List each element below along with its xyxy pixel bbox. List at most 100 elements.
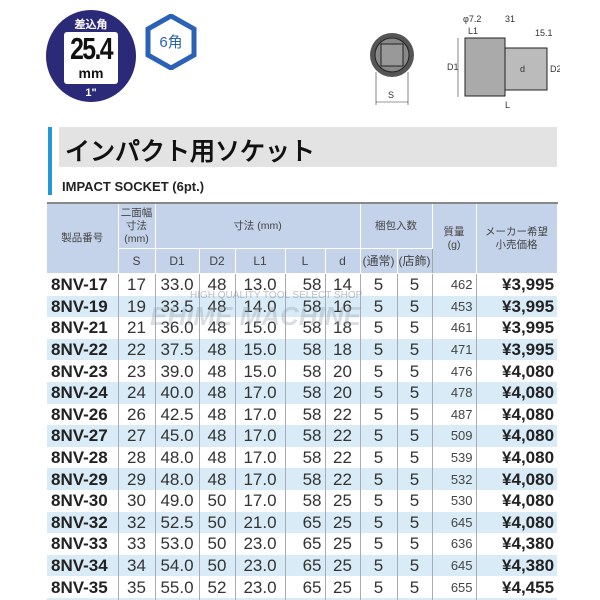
cell-d2: 48	[198, 425, 235, 447]
cell-code: 8NV-32	[47, 511, 118, 534]
cell-code: 8NV-33	[51, 534, 108, 554]
header-price: メーカー希望 小売価格	[475, 202, 558, 274]
cell-qty-normal: 5	[359, 295, 398, 318]
cell-d1: 33.0	[154, 273, 199, 296]
cell-d2: 48	[198, 381, 235, 404]
cell-weight: 462	[431, 273, 477, 296]
cell-d: 16	[324, 295, 361, 318]
header-width-across: 二面幅 寸法 (mm)	[117, 202, 156, 249]
cell-price: ¥3,995	[475, 273, 558, 296]
cell-l1: 17.0	[234, 489, 285, 512]
cell-qty-normal: 5	[359, 554, 398, 577]
cell-weight: 471	[431, 338, 477, 361]
cell-weight: 509	[431, 425, 477, 447]
cell-d1: 48.0	[154, 468, 199, 490]
subheader: d	[324, 248, 361, 274]
cell-l1: 15.0	[234, 317, 285, 339]
cell-weight: 487	[431, 403, 477, 426]
cell-qty-normal: 5	[359, 533, 398, 555]
cell-weight: 530	[431, 489, 477, 512]
cell-weight: 539	[431, 446, 477, 469]
cell-qty-store: 5	[396, 554, 433, 577]
cell-s: 19	[117, 295, 155, 318]
cell-l: 58	[284, 381, 325, 404]
table-row: 8NV-363657.05423.0653055666¥4,530	[47, 597, 558, 600]
cell-l1: 13.0	[234, 273, 285, 296]
cell-code: 8NV-19	[47, 295, 118, 318]
cell-price: ¥4,080	[475, 468, 558, 490]
table-row: 8NV-22 22 37.5 48 15.0 58 18 5 5 471 ¥3,995	[47, 338, 558, 361]
hex-point-badge: 6角	[143, 13, 199, 71]
cell-d1: 45.0	[154, 425, 199, 447]
cell-s: 24	[117, 381, 155, 404]
cell-d: 20	[324, 360, 361, 382]
cell-weight: 453	[431, 295, 477, 318]
cell-d2: 48	[198, 273, 235, 296]
cell-d2: 48	[198, 295, 235, 318]
cell-weight: 645	[431, 511, 477, 534]
cell-d1: 53.0	[154, 533, 199, 555]
cell-code: 8NV-23	[51, 361, 108, 381]
cell-l1: 14.0	[234, 295, 285, 318]
cell-l: 65	[284, 576, 325, 598]
cell-l1: 23.0	[234, 533, 285, 555]
cell-s: 33	[117, 533, 155, 555]
cell-l: 58	[284, 317, 325, 339]
header-weight: 質量 (g)	[431, 202, 477, 274]
cell-price: ¥3,995	[475, 338, 558, 361]
label-D2: D2	[550, 64, 560, 74]
cell-d2: 50	[198, 511, 235, 534]
cell-code: 8NV-22	[47, 338, 118, 361]
cell-price: ¥4,080	[475, 403, 558, 426]
cell-s: 27	[117, 425, 155, 447]
drive-size: 25.4	[70, 31, 113, 66]
cell-weight: 645	[431, 554, 477, 577]
table-row: 8NV-35 35 55.0 52 23.0 65 25 5 5 655 ¥4,455	[47, 576, 558, 598]
title-bar: インパクト用ソケット	[59, 127, 557, 167]
cell-weight: 666	[431, 597, 477, 600]
cell-d2: 50	[198, 533, 235, 555]
cell-d1: 48.0	[154, 446, 199, 469]
cell-qty-store: 5	[396, 576, 433, 598]
label-S: S	[388, 90, 394, 100]
drive-inch: 1"	[85, 87, 97, 99]
table-row: 8NV-34 34 54.0 50 23.0 65 25 5 5 645 ¥4,380	[47, 554, 558, 577]
cell-qty-store: 5	[396, 425, 433, 447]
table-row: 8NV-32 32 52.5 50 21.0 65 25 5 5 645 ¥4,080	[47, 511, 558, 534]
table-row: 8NV-21 21 36.0 48 15.0 58 18 5 5 461 ¥3,995	[47, 317, 558, 339]
subheader: (通常)	[359, 248, 398, 274]
label-31: 31	[505, 14, 515, 24]
cell-l: 58	[284, 489, 325, 512]
cell-l1: 17.0	[234, 381, 285, 404]
cell-d: 25	[324, 576, 361, 598]
cell-s: 21	[117, 317, 155, 339]
cell-d: 22	[324, 403, 361, 426]
table-row: 8NV-23 23 39.0 48 15.0 58 20 5 5 476 ¥4,080	[47, 360, 558, 382]
cell-weight: 655	[431, 576, 477, 598]
cell-d: 22	[324, 446, 361, 469]
cell-qty-store: 5	[396, 295, 433, 318]
cell-qty-store: 5	[396, 338, 433, 361]
cell-d1: 39.0	[154, 360, 199, 382]
cell-d2: 48	[198, 317, 235, 339]
cell-l: 65	[284, 511, 325, 534]
cell-l1: 23.0	[234, 576, 285, 598]
cell-l1: 15.0	[234, 338, 285, 361]
cell-s: 26	[117, 403, 155, 426]
cell-code: 8NV-27	[47, 425, 118, 447]
cell-qty-normal: 5	[359, 360, 398, 382]
cell-price: ¥4,380	[475, 554, 558, 577]
cell-weight: 476	[431, 360, 477, 382]
cell-code: 8NV-34	[47, 554, 118, 577]
cell-l: 58	[284, 425, 325, 447]
header-code: 製品番号	[47, 202, 119, 274]
table-row: 8NV-33 33 53.0 50 23.0 65 25 5 5 636 ¥4,380	[47, 533, 558, 555]
table-row: 8NV-26 26 42.5 48 17.0 58 22 5 5 487 ¥4,080	[47, 403, 558, 426]
table-row: 8NV-28 28 48.0 48 17.0 58 22 5 5 539 ¥4,080	[47, 446, 558, 469]
page-subtitle: IMPACT SOCKET (6pt.)	[62, 179, 205, 194]
cell-price: ¥3,995	[475, 295, 558, 318]
cell-qty-normal: 5	[359, 489, 398, 512]
drive-size-box: 25.4 mm	[64, 32, 118, 84]
cell-d: 25	[324, 511, 361, 534]
cell-d2: 48	[198, 403, 235, 426]
